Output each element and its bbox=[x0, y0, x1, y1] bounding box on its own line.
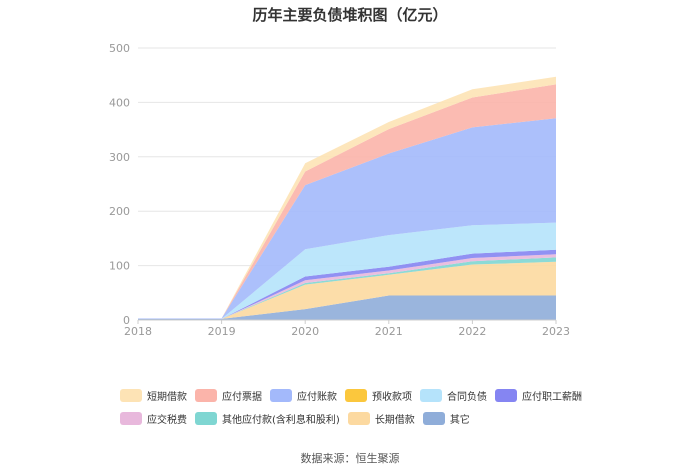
legend-label: 长期借款 bbox=[374, 415, 415, 426]
legend-swatch bbox=[270, 389, 292, 402]
legend-item[interactable]: 应付票据 bbox=[195, 388, 262, 403]
y-tick-label: 300 bbox=[109, 151, 130, 164]
legend-item[interactable]: 应交税费 bbox=[120, 411, 187, 426]
legend-label: 应付账款 bbox=[297, 392, 337, 403]
legend-swatch bbox=[195, 389, 217, 402]
legend-label: 短期借款 bbox=[147, 392, 187, 403]
x-tick-label: 2023 bbox=[542, 325, 570, 338]
y-tick-label: 400 bbox=[109, 96, 130, 109]
legend-label: 应交税费 bbox=[147, 415, 187, 426]
area-series-8 bbox=[138, 84, 556, 319]
legend-item[interactable]: 预收款项 bbox=[345, 388, 412, 403]
legend-item[interactable]: 合同负债 bbox=[420, 388, 487, 403]
legend-swatch bbox=[345, 389, 367, 402]
y-tick-label: 100 bbox=[109, 260, 130, 273]
legend-swatch bbox=[195, 412, 217, 425]
legend-swatch bbox=[347, 412, 370, 425]
legend-label: 其他应付款(含利息和股利) bbox=[222, 415, 340, 426]
legend-item[interactable]: 其他应付款(含利息和股利) bbox=[195, 411, 340, 426]
legend-item[interactable]: 应付职工薪酬 bbox=[495, 388, 582, 403]
chart-title: 历年主要负债堆积图（亿元） bbox=[252, 6, 448, 24]
x-tick-label: 2020 bbox=[291, 325, 319, 338]
legend-swatch bbox=[420, 389, 442, 402]
y-tick-label: 200 bbox=[109, 205, 130, 218]
y-tick-label: 500 bbox=[109, 42, 130, 55]
x-tick-label: 2018 bbox=[124, 325, 152, 338]
legend-item[interactable]: 长期借款 bbox=[347, 411, 415, 426]
area-series-1 bbox=[138, 261, 556, 319]
area-series-7 bbox=[138, 118, 556, 319]
area-series-5 bbox=[138, 222, 556, 319]
legend-swatch bbox=[120, 389, 142, 402]
legend-item[interactable]: 短期借款 bbox=[120, 388, 187, 403]
legend-label: 应付票据 bbox=[222, 392, 262, 403]
legend-item[interactable]: 其它 bbox=[422, 411, 470, 426]
chart-legend: 短期借款 应付票据 应付账款 预收款项 合同负债 应付职工薪酬应交税费 其他应付款(含利息和… bbox=[120, 388, 590, 434]
x-tick-label: 2022 bbox=[458, 325, 486, 338]
x-tick-label: 2021 bbox=[375, 325, 403, 338]
legend-label: 应付职工薪酬 bbox=[522, 392, 582, 403]
legend-swatch bbox=[495, 389, 517, 402]
x-tick-label: 2019 bbox=[208, 325, 236, 338]
area-series-0 bbox=[138, 295, 556, 320]
legend-row: 短期借款 应付票据 应付账款 预收款项 合同负债 应付职工薪酬应交税费 其他应付款(含利息和… bbox=[120, 388, 590, 434]
legend-item[interactable]: 应付账款 bbox=[270, 388, 337, 403]
y-tick-label: 0 bbox=[123, 314, 130, 327]
source-note: 数据来源：恒生聚源 bbox=[300, 452, 400, 465]
legend-label: 预收款项 bbox=[372, 392, 412, 403]
legend-swatch bbox=[120, 412, 142, 425]
legend-label: 合同负债 bbox=[447, 392, 487, 403]
legend-swatch bbox=[422, 412, 445, 425]
legend-label: 其它 bbox=[449, 415, 470, 426]
